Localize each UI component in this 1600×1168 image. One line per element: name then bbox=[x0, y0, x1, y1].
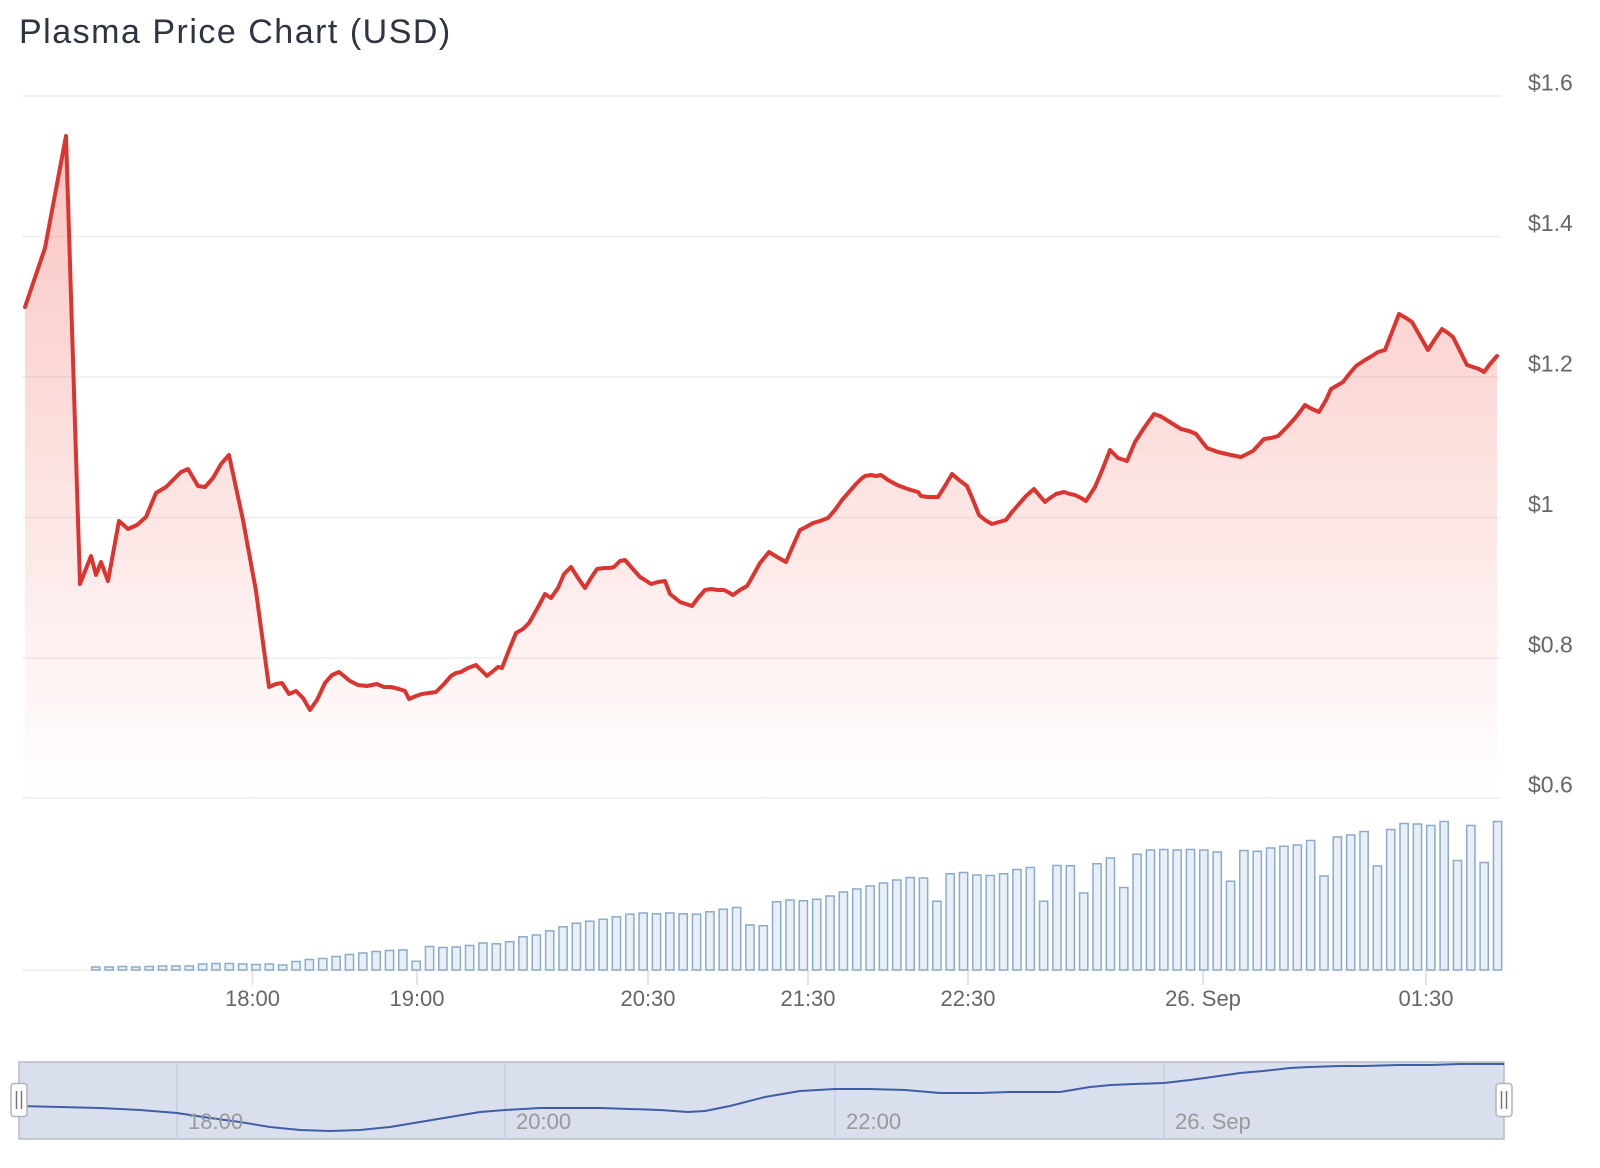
svg-text:$0.8: $0.8 bbox=[1528, 632, 1573, 658]
svg-text:26. Sep: 26. Sep bbox=[1165, 986, 1241, 1011]
svg-text:$0.6: $0.6 bbox=[1528, 772, 1573, 798]
svg-text:22:30: 22:30 bbox=[940, 986, 995, 1011]
svg-text:01:30: 01:30 bbox=[1398, 986, 1453, 1011]
svg-text:$1.6: $1.6 bbox=[1528, 70, 1573, 96]
svg-text:21:30: 21:30 bbox=[780, 986, 835, 1011]
svg-text:22:00: 22:00 bbox=[846, 1109, 901, 1134]
svg-text:$1.2: $1.2 bbox=[1528, 351, 1573, 377]
svg-text:20:30: 20:30 bbox=[620, 986, 675, 1011]
svg-text:26. Sep: 26. Sep bbox=[1175, 1109, 1251, 1134]
svg-text:$1: $1 bbox=[1528, 491, 1554, 517]
svg-text:19:00: 19:00 bbox=[389, 986, 444, 1011]
svg-text:20:00: 20:00 bbox=[516, 1109, 571, 1134]
svg-text:18:00: 18:00 bbox=[225, 986, 280, 1011]
svg-text:18:00: 18:00 bbox=[188, 1109, 243, 1134]
svg-text:$1.4: $1.4 bbox=[1528, 210, 1573, 236]
